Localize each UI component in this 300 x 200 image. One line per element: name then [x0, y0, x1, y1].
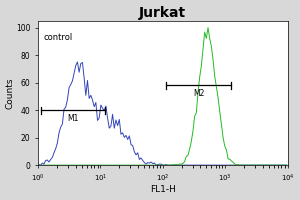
Y-axis label: Counts: Counts: [6, 77, 15, 109]
X-axis label: FL1-H: FL1-H: [150, 185, 176, 194]
Title: Jurkat: Jurkat: [139, 6, 186, 20]
Text: M2: M2: [193, 89, 204, 98]
Text: control: control: [43, 33, 72, 42]
Text: M1: M1: [68, 114, 79, 123]
